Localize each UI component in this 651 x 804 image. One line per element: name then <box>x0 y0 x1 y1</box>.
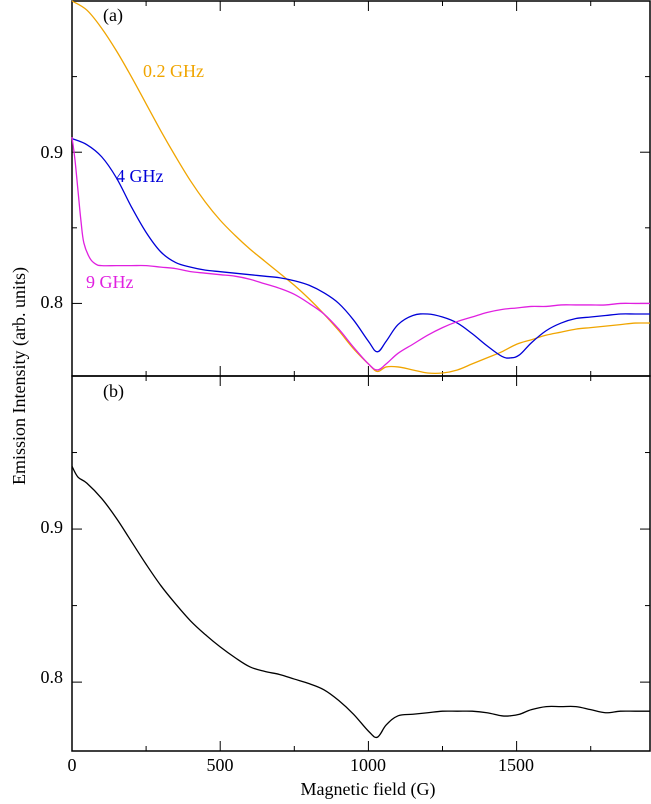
series-line-9-ghz <box>71 137 650 371</box>
panel-a-tag: (a) <box>103 5 123 26</box>
xtick-label-1500: 1500 <box>498 755 534 775</box>
xtick-label-500: 500 <box>207 755 234 775</box>
panel-b-frame <box>71 375 651 752</box>
panel-b-ticks <box>71 376 650 751</box>
y-axis-title: Emission Intensity (arb. units) <box>9 267 30 485</box>
panel-a-ytick-label-0-9: 0.9 <box>41 142 64 162</box>
series-line-emission <box>71 465 650 739</box>
series-label-0-2ghz: 0.2 GHz <box>143 61 204 81</box>
x-axis-title: Magnetic field (G) <box>301 779 436 800</box>
xtick-label-1000: 1000 <box>350 755 386 775</box>
panel-a-ticks <box>71 1 650 376</box>
panel-b-ytick-label-0-9: 0.9 <box>41 517 64 537</box>
series-label-4ghz: 4 GHz <box>116 166 164 186</box>
panel-a-ytick-label-0-8: 0.8 <box>41 292 64 312</box>
series-line-4-ghz <box>71 137 650 359</box>
panel-b-ytick-label-0-8: 0.8 <box>41 667 64 687</box>
panel-a-frame <box>71 0 651 377</box>
panel-b: (b) 0.9 0.8 0 500 1000 1500 <box>41 375 651 775</box>
panel-a: (a) 0.2 GHz 4 GHz 9 GHz 0.9 0.8 <box>41 0 651 377</box>
series-line-0-2-ghz <box>71 0 651 375</box>
series-label-9ghz: 9 GHz <box>86 272 134 292</box>
panel-b-tag: (b) <box>103 381 124 402</box>
panel-a-curves <box>71 0 651 375</box>
xtick-label-0: 0 <box>68 755 77 775</box>
panel-b-curves <box>71 465 650 739</box>
